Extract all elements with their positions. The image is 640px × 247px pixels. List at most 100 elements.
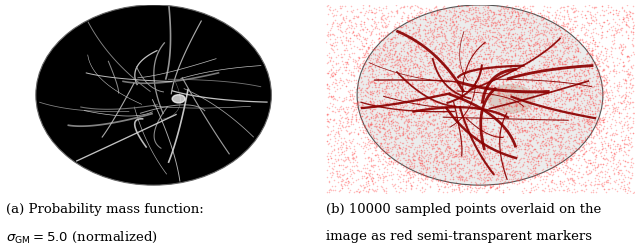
Point — [452, 170, 462, 174]
Point — [461, 4, 472, 8]
Point — [424, 86, 435, 90]
Point — [377, 114, 387, 118]
Point — [509, 143, 520, 146]
Point — [570, 163, 580, 167]
Point — [540, 16, 550, 20]
Point — [429, 150, 440, 154]
Point — [378, 34, 388, 38]
Point — [488, 121, 499, 125]
Point — [560, 24, 570, 28]
Point — [328, 74, 339, 78]
Point — [463, 118, 473, 122]
Point — [539, 66, 549, 70]
Point — [600, 172, 610, 176]
Point — [511, 146, 521, 150]
Point — [405, 6, 415, 10]
Point — [452, 56, 463, 60]
Point — [502, 69, 512, 73]
Point — [543, 42, 553, 46]
Point — [484, 163, 495, 167]
Point — [428, 93, 438, 97]
Point — [415, 161, 426, 165]
Point — [501, 63, 511, 67]
Point — [498, 126, 508, 130]
Point — [495, 35, 505, 39]
Point — [464, 68, 474, 72]
Point — [610, 118, 620, 122]
Point — [375, 102, 385, 105]
Point — [356, 176, 367, 180]
Point — [565, 122, 575, 125]
Point — [501, 3, 511, 7]
Point — [526, 168, 536, 172]
Point — [399, 5, 409, 9]
Point — [510, 61, 520, 65]
Point — [563, 111, 573, 115]
Point — [378, 38, 388, 41]
Point — [481, 113, 491, 117]
Point — [462, 135, 472, 139]
Point — [379, 141, 389, 145]
Point — [337, 184, 347, 188]
Point — [611, 28, 621, 32]
Point — [577, 152, 588, 156]
Point — [580, 58, 590, 62]
Point — [393, 112, 403, 116]
Point — [547, 48, 557, 52]
Point — [413, 13, 424, 17]
Point — [588, 120, 598, 124]
Point — [558, 120, 568, 124]
Point — [483, 64, 493, 68]
Point — [465, 85, 476, 89]
Point — [505, 65, 515, 69]
Point — [440, 33, 450, 37]
Point — [509, 170, 519, 174]
Point — [326, 63, 337, 67]
Point — [381, 23, 391, 27]
Point — [431, 13, 441, 17]
Point — [471, 106, 481, 110]
Point — [560, 95, 570, 99]
Point — [382, 70, 392, 74]
Point — [436, 122, 446, 126]
Point — [540, 48, 550, 52]
Point — [505, 64, 515, 68]
Point — [568, 94, 578, 98]
Point — [614, 23, 624, 27]
Point — [378, 75, 388, 79]
Point — [394, 143, 404, 146]
Point — [512, 124, 522, 128]
Point — [378, 187, 388, 191]
Point — [581, 109, 591, 113]
Point — [422, 111, 433, 115]
Point — [328, 21, 338, 25]
Point — [468, 21, 479, 24]
Point — [379, 116, 389, 120]
Point — [440, 133, 451, 137]
Point — [580, 129, 591, 133]
Point — [378, 162, 388, 165]
Point — [572, 44, 582, 48]
Point — [385, 37, 395, 41]
Point — [454, 6, 464, 10]
Point — [620, 96, 630, 100]
Point — [520, 51, 530, 55]
Point — [452, 64, 463, 68]
Point — [407, 137, 417, 141]
Point — [425, 42, 435, 46]
Point — [539, 128, 549, 132]
Point — [506, 64, 516, 68]
Point — [562, 127, 572, 131]
Point — [403, 75, 413, 79]
Point — [372, 144, 383, 148]
Point — [327, 43, 337, 47]
Point — [570, 9, 580, 13]
Point — [492, 110, 502, 114]
Point — [498, 161, 508, 165]
Point — [545, 159, 556, 163]
Point — [577, 9, 587, 13]
Point — [510, 121, 520, 125]
Point — [558, 89, 568, 93]
Point — [403, 82, 413, 86]
Point — [513, 53, 523, 57]
